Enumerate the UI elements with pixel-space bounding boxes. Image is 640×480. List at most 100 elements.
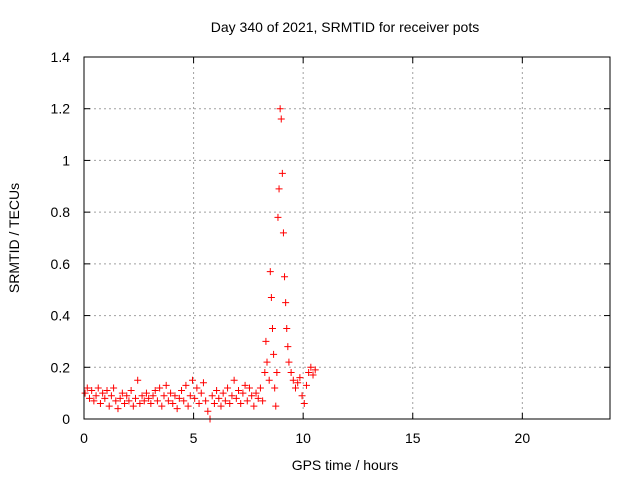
data-point — [259, 397, 267, 405]
data-point — [162, 381, 170, 389]
data-point — [134, 376, 142, 384]
data-point — [232, 394, 240, 402]
data-point — [256, 384, 264, 392]
data-point — [248, 392, 256, 400]
data-point — [151, 387, 159, 395]
data-point — [88, 387, 96, 395]
data-point — [208, 392, 216, 400]
data-point — [118, 389, 126, 397]
data-point — [173, 405, 181, 413]
data-point — [132, 394, 140, 402]
axis-ticks: 0 5 10 15 20 0 0.2 0.4 0.6 0.8 1 1.2 1.4 — [51, 49, 610, 446]
x-tick-label: 15 — [405, 430, 421, 446]
data-point — [186, 392, 194, 400]
data-point — [243, 397, 251, 405]
y-tick-label: 0.4 — [51, 308, 71, 324]
data-point — [142, 389, 150, 397]
data-point — [164, 397, 172, 405]
data-point — [188, 376, 196, 384]
y-tick-label: 1 — [62, 152, 70, 168]
data-point — [267, 293, 275, 301]
data-point — [171, 392, 179, 400]
data-point — [202, 397, 210, 405]
data-point — [302, 381, 310, 389]
data-point — [121, 399, 129, 407]
y-tick-label: 1.2 — [51, 101, 71, 117]
data-point — [252, 389, 260, 397]
data-point — [199, 379, 207, 387]
data-point — [210, 399, 218, 407]
x-tick-label: 5 — [190, 430, 198, 446]
data-point — [235, 387, 243, 395]
data-point — [175, 394, 183, 402]
data-point — [112, 397, 120, 405]
data-point — [254, 394, 262, 402]
data-point — [228, 392, 236, 400]
data-point — [180, 397, 188, 405]
data-point — [281, 273, 289, 281]
data-point — [296, 374, 304, 382]
grid-layer — [84, 57, 610, 419]
data-point — [272, 402, 280, 410]
data-point — [277, 115, 285, 123]
data-point — [268, 325, 276, 332]
data-point — [298, 392, 306, 400]
data-point — [90, 397, 98, 405]
data-point — [261, 368, 269, 376]
data-point — [307, 363, 315, 371]
data-point — [114, 405, 122, 413]
data-point — [125, 397, 133, 405]
data-point — [105, 402, 113, 410]
data-point — [305, 368, 313, 376]
data-point — [276, 105, 284, 113]
data-point — [83, 384, 91, 392]
data-point — [263, 358, 271, 366]
data-points — [81, 105, 319, 423]
data-point — [85, 394, 93, 402]
plot-frame — [83, 56, 611, 420]
x-axis-label: GPS time / hours — [292, 457, 399, 473]
data-point — [92, 392, 100, 400]
data-point — [230, 376, 238, 384]
data-point — [156, 384, 164, 392]
data-point — [274, 213, 282, 221]
data-point — [167, 389, 175, 397]
data-point — [94, 384, 102, 392]
data-point — [311, 366, 319, 374]
data-point — [262, 337, 270, 345]
chart-title: Day 340 of 2021, SRMTID for receiver pot… — [211, 19, 479, 35]
data-point — [245, 384, 253, 392]
data-point — [158, 402, 166, 410]
data-point — [197, 389, 205, 397]
data-point — [284, 343, 292, 351]
data-point — [226, 399, 234, 407]
data-point — [182, 381, 190, 389]
data-point — [283, 325, 291, 332]
data-point — [193, 384, 201, 392]
data-point — [129, 402, 137, 410]
data-point — [191, 394, 199, 402]
data-point — [265, 376, 273, 384]
data-point — [275, 185, 283, 193]
data-point — [178, 387, 186, 395]
y-tick-label: 0 — [62, 411, 70, 427]
data-point — [287, 368, 295, 376]
data-point — [282, 299, 290, 307]
data-point — [145, 394, 153, 402]
data-point — [107, 392, 115, 400]
data-point — [147, 399, 155, 407]
data-point — [103, 387, 111, 395]
data-point — [153, 397, 161, 405]
y-tick-label: 0.8 — [51, 204, 71, 220]
data-point — [204, 407, 212, 415]
data-point — [195, 399, 203, 407]
y-tick-label: 0.6 — [51, 256, 71, 272]
data-point — [237, 399, 245, 407]
data-point — [289, 376, 297, 384]
y-tick-label: 1.4 — [51, 49, 71, 65]
data-point — [278, 169, 286, 177]
data-point — [215, 394, 223, 402]
data-point — [241, 381, 249, 389]
data-point — [270, 350, 278, 358]
